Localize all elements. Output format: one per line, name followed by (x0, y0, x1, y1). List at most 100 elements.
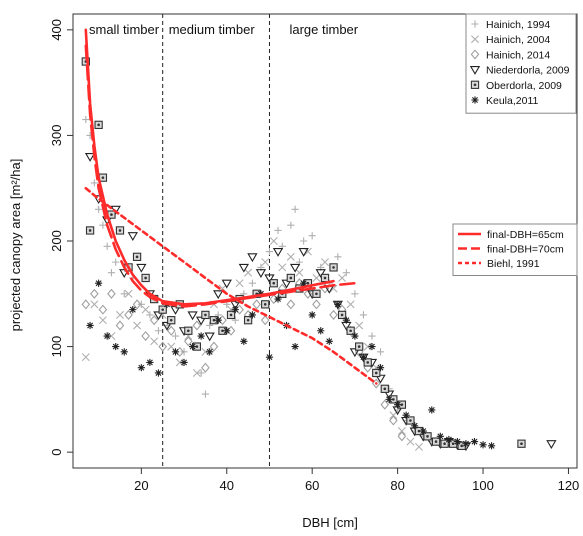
data-point (213, 290, 224, 300)
data-point (146, 358, 154, 367)
data-point (221, 279, 232, 289)
data-point (431, 437, 441, 446)
legend-entry-label: Niederdorla, 2009 (486, 65, 570, 77)
data-point (383, 390, 395, 400)
data-point (201, 362, 210, 373)
data-point (260, 315, 270, 326)
data-point (419, 427, 427, 435)
data-point (368, 342, 376, 351)
series-asterisk (86, 279, 496, 450)
legend-points: Hainich, 1994 Hainich, 2004 Hainich, 2014 N… (465, 13, 577, 114)
data-point (243, 316, 253, 325)
data-point (287, 221, 295, 229)
data-point (261, 300, 270, 309)
legend-lines: final-DBH=65cm final-DBH=70cm Biehl, 1991 (452, 223, 578, 276)
data-point (153, 311, 164, 321)
data-point (269, 279, 278, 288)
y-tick-label: 0 (49, 449, 64, 456)
data-point (423, 432, 432, 441)
data-point (127, 232, 138, 242)
y-tick-label: 300 (49, 125, 64, 147)
data-point (206, 321, 214, 330)
data-point (402, 411, 410, 419)
data-point (337, 310, 347, 320)
series-line (84, 186, 378, 385)
data-point (281, 279, 292, 289)
data-point (115, 320, 125, 331)
data-point (380, 399, 390, 410)
legend-entry-label: final-DBH=65cm (487, 229, 564, 241)
data-point (146, 311, 154, 319)
data-point (372, 368, 381, 378)
data-point (132, 299, 142, 310)
data-point (274, 226, 282, 235)
data-point (103, 332, 111, 340)
data-point (201, 390, 210, 398)
data-point (359, 311, 368, 319)
data-point (479, 441, 487, 449)
data-point (94, 120, 103, 130)
data-point (98, 304, 108, 315)
data-point (397, 431, 407, 442)
data-point (445, 435, 453, 444)
data-point (171, 332, 180, 340)
legend-entry-label: final-DBH=70cm (487, 244, 564, 256)
data-point (462, 440, 470, 448)
data-point (375, 374, 386, 384)
legend-marker (470, 49, 480, 60)
data-point (184, 326, 193, 335)
data-point (440, 439, 449, 448)
data-point (300, 237, 308, 245)
data-point (197, 369, 205, 377)
data-point (329, 263, 338, 272)
legend-marker (471, 96, 479, 104)
legend-entry-label: Hainich, 2004 (486, 34, 550, 46)
data-point (107, 269, 116, 277)
data-point (192, 320, 202, 331)
data-point (209, 341, 219, 352)
data-point (269, 237, 278, 245)
data-point (240, 337, 248, 345)
data-point (355, 342, 364, 351)
data-point (312, 299, 321, 310)
data-point (312, 289, 321, 298)
data-point (376, 364, 385, 372)
data-point (206, 348, 214, 356)
data-point (261, 258, 270, 267)
data-point (133, 321, 142, 330)
data-point (546, 440, 557, 450)
legend-marker (470, 80, 480, 89)
legend-entry-label: Biehl, 1991 (487, 258, 540, 270)
data-point (355, 321, 364, 330)
data-point (385, 395, 393, 403)
legend-entry-label: Keula,2011 (486, 95, 539, 107)
data-point (137, 364, 145, 372)
y-tick-label: 100 (49, 336, 64, 358)
data-point (244, 268, 253, 277)
data-point (154, 327, 163, 335)
data-point (81, 353, 90, 362)
legend-entry-label: Hainich, 1994 (486, 19, 550, 31)
legend-marker (469, 66, 481, 75)
data-point (171, 348, 180, 356)
data-point (349, 348, 361, 358)
data-point (397, 427, 406, 436)
x-tick-label: 100 (472, 478, 494, 493)
data-point (308, 311, 316, 319)
data-point (103, 242, 111, 250)
data-point (99, 221, 107, 229)
data-point (517, 439, 526, 448)
data-point (252, 299, 261, 310)
data-point (161, 321, 173, 331)
data-point (359, 353, 368, 361)
data-point (197, 332, 205, 340)
data-point (428, 406, 436, 414)
x-tick-label: 80 (390, 478, 404, 493)
region-label-small-timber: small timber (89, 22, 160, 37)
data-point (180, 358, 188, 367)
data-point (289, 263, 301, 273)
data-point (351, 332, 359, 340)
legend-marker (471, 35, 479, 44)
data-point (90, 288, 99, 299)
